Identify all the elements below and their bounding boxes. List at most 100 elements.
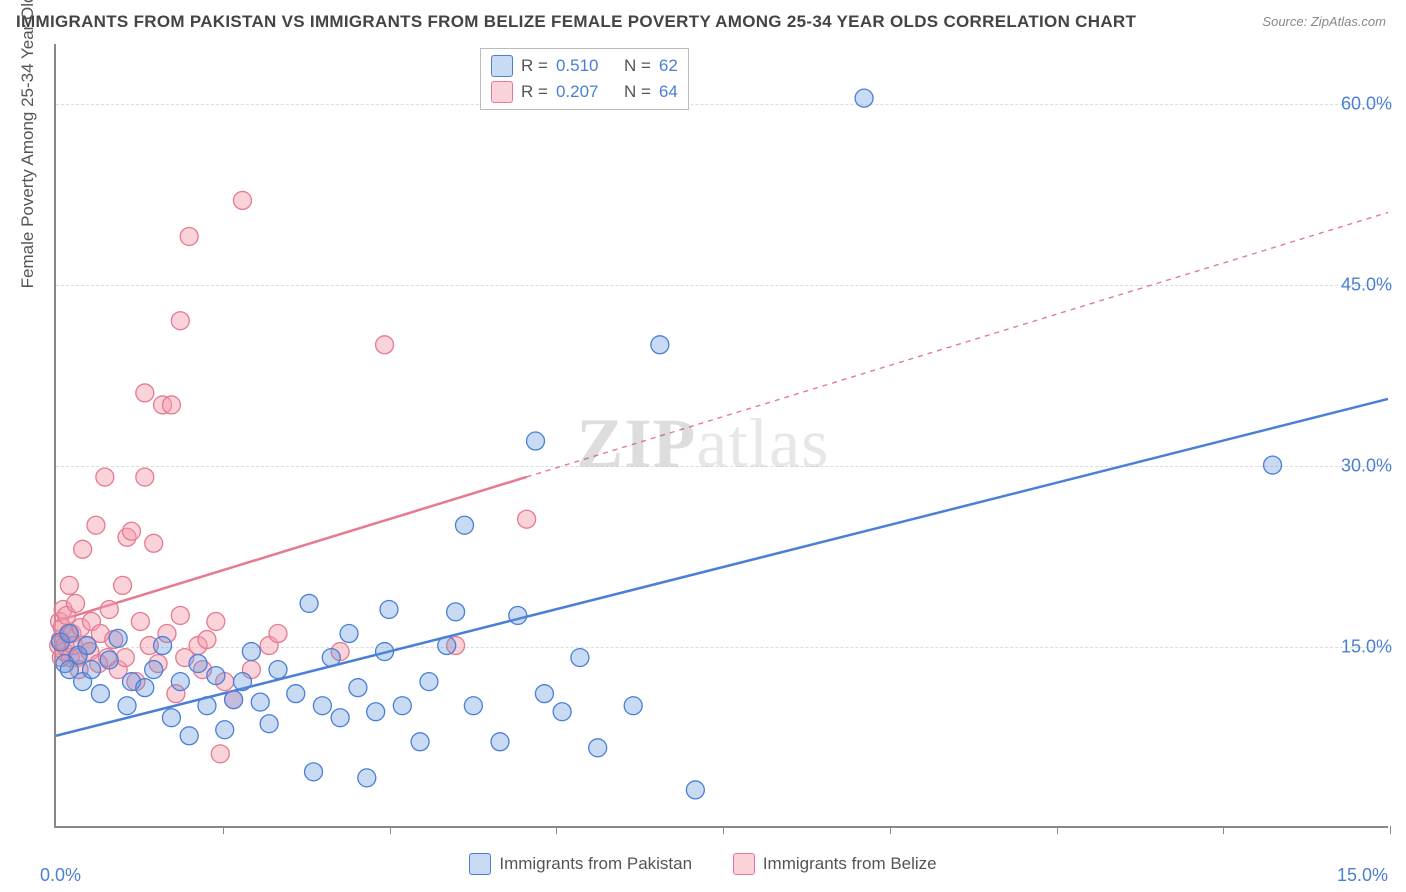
point-belize <box>122 522 140 540</box>
point-pakistan <box>464 697 482 715</box>
xtick <box>1057 826 1058 834</box>
xtick-label-max: 15.0% <box>1337 865 1388 886</box>
point-belize <box>60 576 78 594</box>
point-pakistan <box>376 643 394 661</box>
point-belize <box>145 534 163 552</box>
point-pakistan <box>189 655 207 673</box>
point-belize <box>116 649 134 667</box>
point-belize <box>67 594 85 612</box>
point-pakistan <box>553 703 571 721</box>
point-pakistan <box>455 516 473 534</box>
legend-label-pakistan: Immigrants from Pakistan <box>499 854 692 874</box>
legend-correlation: R = 0.510 N = 62 R = 0.207 N = 64 <box>480 48 689 110</box>
point-pakistan <box>162 709 180 727</box>
point-pakistan <box>686 781 704 799</box>
point-belize <box>114 576 132 594</box>
point-pakistan <box>118 697 136 715</box>
point-belize <box>207 612 225 630</box>
point-pakistan <box>145 661 163 679</box>
point-belize <box>518 510 536 528</box>
legend-series: Immigrants from Pakistan Immigrants from… <box>0 853 1406 880</box>
point-pakistan <box>1264 456 1282 474</box>
point-belize <box>162 396 180 414</box>
point-pakistan <box>447 603 465 621</box>
point-pakistan <box>322 649 340 667</box>
ytick-label: 30.0% <box>1341 456 1392 477</box>
legend-row-pakistan: R = 0.510 N = 62 <box>491 53 678 79</box>
y-axis-label: Female Poverty Among 25-34 Year Olds <box>18 0 38 288</box>
source-label: Source: ZipAtlas.com <box>1262 14 1386 29</box>
swatch-pink-icon <box>491 81 513 103</box>
n-label: N = <box>624 82 651 102</box>
point-pakistan <box>225 691 243 709</box>
point-pakistan <box>136 679 154 697</box>
legend-row-belize: R = 0.207 N = 64 <box>491 79 678 105</box>
point-belize <box>131 612 149 630</box>
xtick <box>890 826 891 834</box>
point-belize <box>171 312 189 330</box>
legend-label-belize: Immigrants from Belize <box>763 854 937 874</box>
n-label: N = <box>624 56 651 76</box>
point-belize <box>100 600 118 618</box>
swatch-blue-icon <box>491 55 513 77</box>
xtick <box>390 826 391 834</box>
n-value-pakistan: 62 <box>659 56 678 76</box>
point-pakistan <box>571 649 589 667</box>
xtick <box>556 826 557 834</box>
point-pakistan <box>251 693 269 711</box>
point-pakistan <box>100 651 118 669</box>
regression-line-belize <box>56 477 527 622</box>
point-pakistan <box>349 679 367 697</box>
regression-line-pakistan <box>56 399 1388 736</box>
point-pakistan <box>589 739 607 757</box>
point-pakistan <box>242 643 260 661</box>
point-pakistan <box>83 661 101 679</box>
point-pakistan <box>260 715 278 733</box>
point-belize <box>269 625 287 643</box>
point-belize <box>198 631 216 649</box>
point-pakistan <box>171 673 189 691</box>
point-pakistan <box>60 625 78 643</box>
point-pakistan <box>233 673 251 691</box>
point-belize <box>136 384 154 402</box>
point-pakistan <box>367 703 385 721</box>
point-pakistan <box>109 629 127 647</box>
point-pakistan <box>305 763 323 781</box>
point-pakistan <box>509 606 527 624</box>
swatch-pink-icon <box>733 853 755 875</box>
point-pakistan <box>91 685 109 703</box>
r-value-pakistan: 0.510 <box>556 56 599 76</box>
plot-svg <box>56 44 1388 826</box>
point-pakistan <box>180 727 198 745</box>
chart-title: IMMIGRANTS FROM PAKISTAN VS IMMIGRANTS F… <box>16 12 1136 32</box>
point-belize <box>211 745 229 763</box>
point-pakistan <box>300 594 318 612</box>
point-pakistan <box>313 697 331 715</box>
point-belize <box>180 228 198 246</box>
xtick <box>1223 826 1224 834</box>
point-pakistan <box>651 336 669 354</box>
point-pakistan <box>380 600 398 618</box>
point-pakistan <box>527 432 545 450</box>
point-belize <box>233 191 251 209</box>
point-pakistan <box>393 697 411 715</box>
point-pakistan <box>535 685 553 703</box>
point-pakistan <box>855 89 873 107</box>
point-belize <box>171 606 189 624</box>
r-label: R = <box>521 82 548 102</box>
point-pakistan <box>78 637 96 655</box>
point-belize <box>74 540 92 558</box>
r-value-belize: 0.207 <box>556 82 599 102</box>
point-pakistan <box>438 637 456 655</box>
point-pakistan <box>269 661 287 679</box>
legend-item-pakistan: Immigrants from Pakistan <box>469 853 692 875</box>
point-belize <box>87 516 105 534</box>
xtick <box>223 826 224 834</box>
point-pakistan <box>411 733 429 751</box>
point-pakistan <box>491 733 509 751</box>
legend-item-belize: Immigrants from Belize <box>733 853 937 875</box>
swatch-blue-icon <box>469 853 491 875</box>
point-pakistan <box>420 673 438 691</box>
ytick-label: 15.0% <box>1341 637 1392 658</box>
point-pakistan <box>358 769 376 787</box>
